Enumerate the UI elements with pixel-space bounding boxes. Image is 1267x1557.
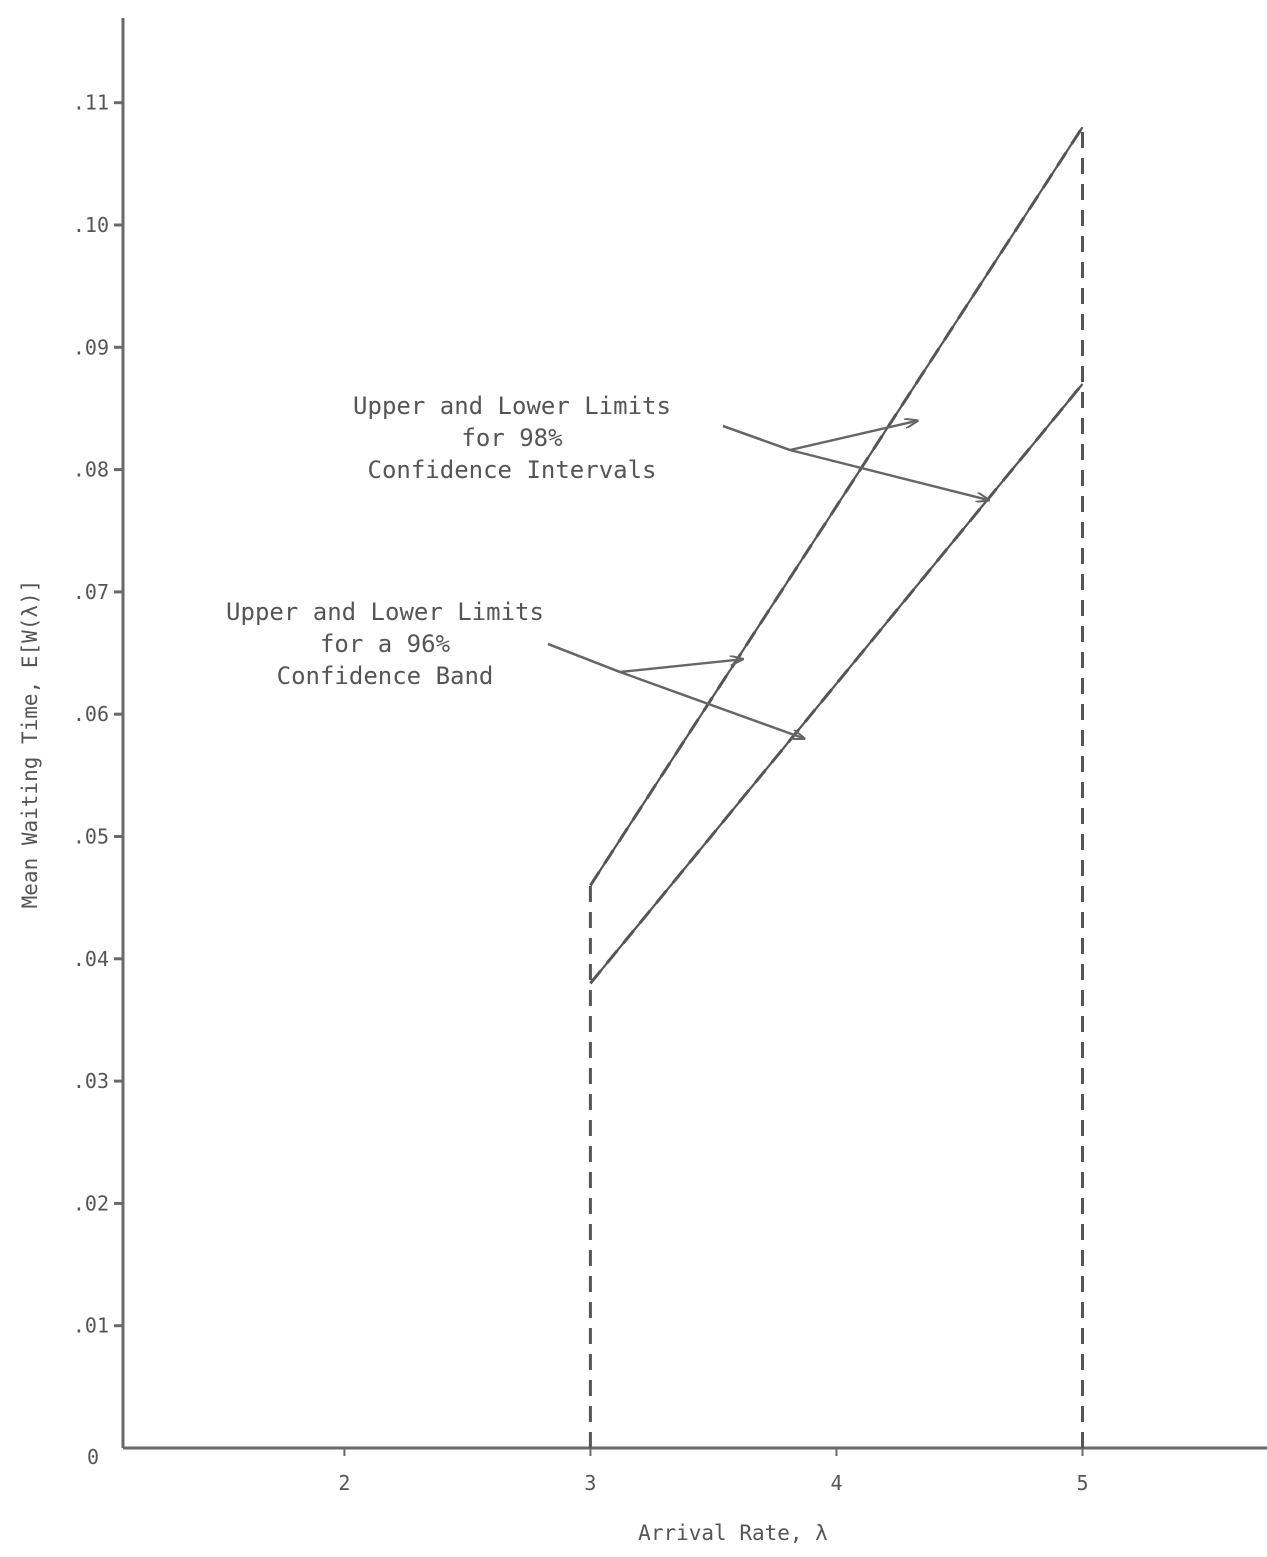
y-tick-label: .11 (73, 91, 109, 115)
annotation-text-line: Confidence Intervals (368, 456, 657, 484)
axes (121, 18, 1267, 1450)
y-tick-label: .10 (73, 213, 109, 237)
annotation-arrow (547, 642, 743, 674)
y-tick-label: .05 (73, 825, 109, 849)
y-tick-label: .02 (73, 1191, 109, 1215)
annotations: Upper and Lower Limits for 98% Confidence … (226, 392, 989, 739)
y-tick-label: .07 (73, 580, 109, 604)
annotation-text-line: for a 96% (320, 630, 451, 658)
x-tick-label: 5 (1076, 1471, 1088, 1495)
annotation-text-line: Upper and Lower Limits (353, 392, 671, 420)
y-tick-label: .09 (73, 335, 109, 359)
annotation-arrow (547, 642, 804, 739)
annotation-text-line: Confidence Band (277, 662, 494, 690)
annotation-arrow (722, 424, 989, 500)
x-axis-title: Arrival Rate, λ (638, 1521, 828, 1545)
annotation-text-line: for 98% (461, 424, 563, 452)
y-tick-label: .08 (73, 458, 109, 482)
y-tick-label: .06 (73, 702, 109, 726)
dashed-limit-line-3 (589, 126, 1084, 887)
annotation-text-line: Upper and Lower Limits (226, 598, 544, 626)
series-group (588, 126, 1084, 1448)
x-tick-label: 4 (830, 1471, 842, 1495)
origin-label: 0 (87, 1445, 99, 1469)
x-tick-label: 2 (338, 1471, 350, 1495)
axis-ticks: .01 .02 .03 .04 .05 .06 .07 .08 .09 .10 .11 2 3 4 5 0 (73, 91, 1089, 1495)
y-axis-title: Mean Waiting Time, E[W(λ)] (18, 580, 42, 909)
solid-limit-line-2 (589, 383, 1084, 984)
y-tick-label: .03 (73, 1069, 109, 1093)
y-tick-label: .01 (73, 1314, 109, 1338)
y-tick-label: .04 (73, 947, 109, 971)
x-tick-label: 3 (584, 1471, 596, 1495)
